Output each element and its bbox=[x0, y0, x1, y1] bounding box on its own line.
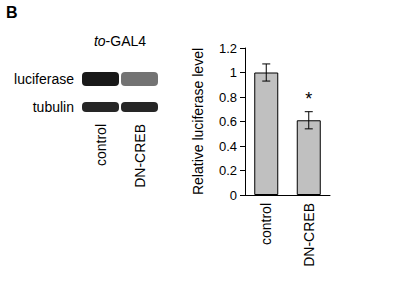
svg-text:DN-CREB: DN-CREB bbox=[132, 124, 148, 188]
svg-text:1.2: 1.2 bbox=[219, 41, 237, 56]
svg-text:0.8: 0.8 bbox=[219, 90, 237, 105]
svg-text:B: B bbox=[6, 4, 18, 21]
svg-text:0.4: 0.4 bbox=[219, 139, 237, 154]
svg-text:tubulin: tubulin bbox=[33, 99, 74, 115]
svg-text:control: control bbox=[93, 124, 109, 166]
svg-text:1: 1 bbox=[230, 65, 237, 80]
svg-text:DN-CREB: DN-CREB bbox=[301, 203, 317, 267]
svg-text:to-GAL4: to-GAL4 bbox=[94, 33, 146, 49]
svg-text:Relative luciferase level: Relative luciferase level bbox=[190, 48, 206, 195]
svg-text:0.6: 0.6 bbox=[219, 114, 237, 129]
svg-text:0.2: 0.2 bbox=[219, 163, 237, 178]
svg-text:control: control bbox=[258, 203, 274, 245]
svg-text:0: 0 bbox=[230, 188, 237, 203]
svg-text:*: * bbox=[305, 89, 312, 109]
svg-text:luciferase: luciferase bbox=[14, 71, 74, 87]
